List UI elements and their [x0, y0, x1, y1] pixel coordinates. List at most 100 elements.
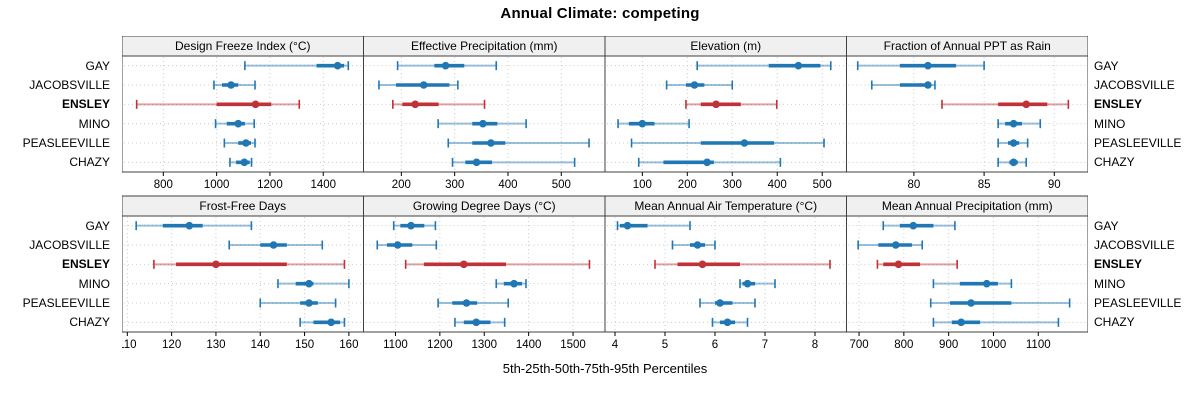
median-dot [967, 299, 975, 307]
panel-title: Mean Annual Air Temperature (°C) [634, 199, 817, 213]
tick-label: 1100 [383, 339, 408, 351]
tick-label: 110 [122, 339, 136, 351]
tick-label: 200 [392, 179, 411, 191]
median-dot [462, 299, 471, 307]
panels-svg: Design Freeze Index (°C) 800 1000 1200 1400 E… [122, 36, 1088, 351]
tick-label: 1200 [427, 339, 453, 351]
site-label-left: ENSLEY [61, 97, 110, 112]
median-dot [1009, 119, 1018, 128]
median-dot [1022, 100, 1031, 109]
median-dot [924, 81, 932, 89]
panel-title: Growing Degree Days (°C) [413, 199, 556, 213]
tick-label: 400 [498, 179, 517, 191]
tick-label: 1400 [516, 339, 542, 351]
axis-caption: 5th-25th-50th-75th-95th Percentiles [502, 361, 708, 376]
panel-title: Elevation (m) [690, 39, 761, 53]
median-dot [240, 158, 249, 167]
tick-label: 500 [552, 179, 571, 191]
median-dot [305, 299, 313, 307]
median-dot [894, 260, 903, 269]
tick-label: 4 [612, 339, 619, 351]
median-dot [703, 158, 711, 167]
tick-label: 1500 [560, 339, 586, 351]
site-label-right: GAY [1094, 218, 1119, 233]
median-dot [957, 318, 966, 327]
tick-label: 300 [445, 179, 464, 191]
site-label-left: CHAZY [69, 315, 110, 330]
median-dot [740, 139, 749, 147]
tick-label: 160 [339, 339, 358, 351]
tick-label: 5 [662, 339, 668, 351]
median-dot [479, 119, 487, 128]
site-label-left: JACOBSVILLE [29, 78, 110, 92]
tick-label: 1100 [1026, 339, 1051, 351]
panel-title: Fraction of Annual PPT as Rain [884, 39, 1051, 53]
tick-label: 400 [768, 179, 787, 191]
panel-title: Effective Precipitation (mm) [411, 39, 558, 53]
tick-label: 7 [762, 339, 768, 351]
median-dot [212, 260, 220, 269]
median-dot [419, 81, 428, 89]
site-label-right: PEASLEEVILLE [1094, 136, 1182, 150]
median-dot [407, 221, 415, 230]
site-label-left: PEASLEEVILLE [22, 296, 110, 310]
panel-title: Design Freeze Index (°C) [175, 39, 311, 53]
left-labels: GAY JACOBSVILLE ENSLEY MINO PEASLEEVILLE CHAZ… [0, 0, 116, 400]
chart-title: Annual Climate: competing [500, 5, 700, 22]
median-dot [305, 279, 313, 288]
median-dot [269, 241, 278, 249]
median-dot [794, 61, 803, 70]
median-dot [698, 260, 707, 269]
median-dot [185, 221, 194, 230]
site-label-right: MINO [1094, 116, 1126, 131]
tick-label: 130 [206, 339, 225, 351]
site-label-right: MINO [1094, 276, 1126, 291]
tick-label: 1000 [981, 339, 1007, 351]
tick-label: 800 [894, 339, 913, 351]
site-label-left: CHAZY [69, 155, 110, 170]
median-dot [712, 100, 720, 109]
median-dot [723, 318, 732, 327]
median-dot [924, 61, 932, 70]
site-label-right: CHAZY [1094, 155, 1135, 170]
tick-label: 85 [978, 179, 991, 191]
site-label-left: GAY [85, 58, 110, 73]
median-dot [891, 241, 900, 249]
panel-plot-area [122, 215, 364, 333]
tick-label: 1200 [257, 179, 283, 191]
tick-label: 140 [251, 339, 270, 351]
median-dot [693, 241, 702, 249]
panel-plot-area [122, 55, 364, 173]
median-dot [909, 221, 918, 230]
median-dot [1009, 139, 1018, 147]
right-labels: GAY JACOBSVILLE ENSLEY MINO PEASLEEVILLE CHAZ… [1092, 0, 1200, 400]
median-dot [242, 139, 250, 147]
median-dot [743, 279, 752, 288]
panel-plot-area [846, 55, 1088, 173]
tick-label: 800 [154, 179, 173, 191]
tick-label: 700 [849, 339, 868, 351]
median-dot [1009, 158, 1018, 167]
site-label-left: ENSLEY [61, 257, 110, 272]
site-label-left: GAY [85, 218, 110, 233]
median-dot [510, 279, 518, 288]
median-dot [327, 318, 335, 327]
tick-label: 900 [939, 339, 958, 351]
site-label-right: ENSLEY [1094, 97, 1143, 112]
median-dot [441, 61, 450, 70]
tick-label: 80 [907, 179, 920, 191]
site-label-right: JACOBSVILLE [1094, 78, 1175, 92]
median-dot [460, 260, 468, 269]
site-label-left: PEASLEEVILLE [22, 136, 110, 150]
panel-title: Mean Annual Precipitation (mm) [882, 199, 1053, 213]
tick-label: 1300 [471, 339, 497, 351]
tick-label: 150 [295, 339, 314, 351]
tick-label: 1400 [310, 179, 336, 191]
site-label-right: GAY [1094, 58, 1119, 73]
panel-plot-area [846, 215, 1088, 333]
median-dot [623, 221, 632, 230]
site-label-right: JACOBSVILLE [1094, 238, 1175, 252]
site-label-left: JACOBSVILLE [29, 238, 110, 252]
median-dot [234, 119, 243, 128]
median-dot [411, 100, 420, 109]
